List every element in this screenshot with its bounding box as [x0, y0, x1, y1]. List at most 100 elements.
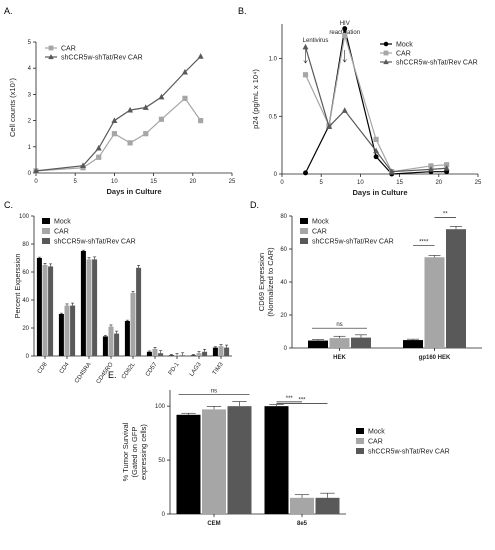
- y-tick-label: 0.5: [269, 114, 278, 120]
- data-point: [303, 170, 308, 176]
- x-tick-label: LAG3: [189, 361, 203, 378]
- bar: [86, 259, 92, 356]
- y-axis-title: CD69 Expression: [257, 253, 266, 311]
- bar: [224, 347, 230, 356]
- data-point: [127, 140, 133, 146]
- data-point: [181, 68, 188, 75]
- legend-label: CAR: [54, 229, 69, 236]
- data-point: [33, 167, 39, 174]
- x-tick-label: HEK: [333, 355, 346, 361]
- data-point: [127, 106, 134, 113]
- bar: [424, 257, 445, 348]
- data-point: [444, 162, 450, 168]
- data-point: [326, 123, 333, 130]
- y-tick-label: 80: [280, 214, 287, 220]
- y-tick-label: 1: [28, 145, 32, 151]
- y-axis-title: expressing cells): [139, 424, 148, 480]
- significance-label: ns: [211, 388, 217, 394]
- bar: [130, 293, 136, 356]
- legend-label: shCCR5w-shTat/Rev CAR: [61, 55, 143, 62]
- x-tick-label: 15: [396, 180, 403, 186]
- legend-marker: [48, 54, 54, 60]
- y-axis-title: p24 (pg/mL x 10⁴): [251, 69, 260, 129]
- data-point: [443, 164, 450, 171]
- panel-letter-b: B.: [238, 6, 247, 16]
- data-point: [182, 95, 188, 101]
- x-tick-label: CD62L: [121, 361, 137, 380]
- series-line: [35, 55, 202, 172]
- legend-swatch: [356, 438, 364, 444]
- legend-label: Mock: [368, 429, 385, 436]
- data-point: [428, 163, 434, 169]
- bar: [351, 337, 371, 348]
- legend-swatch: [42, 238, 50, 244]
- data-point: [373, 136, 379, 142]
- y-tick-label: 40: [280, 280, 287, 286]
- y-tick-label: 60: [22, 270, 29, 276]
- y-tick-label: 1.0: [269, 57, 278, 63]
- legend-label: shCCR5w-shTat/Rev CAR: [396, 60, 478, 67]
- bar: [124, 321, 130, 356]
- bar: [42, 265, 48, 356]
- x-tick-label: 5: [320, 180, 324, 186]
- legend-label: Mock: [54, 219, 71, 226]
- legend-marker: [383, 59, 389, 65]
- significance-label: ns: [336, 322, 342, 328]
- x-tick-label: 25: [475, 180, 482, 186]
- bar: [196, 353, 202, 356]
- y-axis-title: Cell counts (x10⁷): [8, 78, 17, 137]
- series-line: [35, 97, 202, 172]
- bar: [264, 406, 289, 514]
- data-point: [373, 154, 379, 160]
- y-tick-label: 100: [155, 404, 166, 410]
- data-point: [342, 26, 348, 32]
- data-point: [80, 162, 87, 169]
- legend-swatch: [300, 238, 308, 244]
- bar: [212, 347, 218, 356]
- bar: [174, 355, 180, 356]
- bar: [136, 267, 142, 356]
- data-point: [158, 93, 165, 100]
- bar: [202, 351, 208, 356]
- y-tick-label: 50: [158, 458, 165, 464]
- bar: [36, 258, 42, 356]
- annotation-text: HIV: [340, 21, 350, 27]
- significance-label: ****: [419, 240, 429, 246]
- y-tick-label: 60: [280, 247, 287, 253]
- bar: [176, 414, 201, 514]
- data-point: [427, 166, 434, 172]
- legend-label: CAR: [61, 46, 76, 53]
- annotation-arrowhead: [303, 60, 308, 64]
- bar: [64, 305, 70, 356]
- legend-label: Mock: [396, 42, 413, 49]
- legend-marker: [383, 41, 389, 47]
- bar: [152, 349, 158, 356]
- y-tick-label: 20: [280, 313, 287, 319]
- data-point: [142, 104, 149, 110]
- bar: [227, 406, 252, 514]
- bar: [70, 305, 76, 356]
- legend-swatch: [356, 448, 364, 454]
- legend-label: shCCR5w-shTat/Rev CAR: [54, 239, 136, 246]
- bar: [114, 333, 120, 356]
- x-tick-label: PD-1: [168, 361, 181, 376]
- annotation-arrowhead: [342, 59, 347, 63]
- annotation-text: Lentivirus: [303, 38, 329, 44]
- data-point: [373, 147, 380, 154]
- legend-swatch: [300, 218, 308, 224]
- x-tick-label: 20: [189, 179, 196, 185]
- x-tick-label: 15: [150, 179, 157, 185]
- data-point: [96, 154, 102, 160]
- x-tick-label: 5: [74, 179, 78, 185]
- data-point: [388, 168, 395, 175]
- y-axis-title: % Tumor Survival: [121, 422, 130, 481]
- bar: [146, 351, 152, 356]
- bar: [308, 340, 328, 348]
- x-tick-label: 10: [111, 179, 118, 185]
- x-tick-label: 0: [280, 180, 284, 186]
- panel-letter-a: A.: [4, 6, 13, 16]
- y-tick-label: 5: [28, 40, 32, 46]
- data-point: [95, 144, 102, 151]
- x-tick-label: CD45RA: [74, 362, 93, 385]
